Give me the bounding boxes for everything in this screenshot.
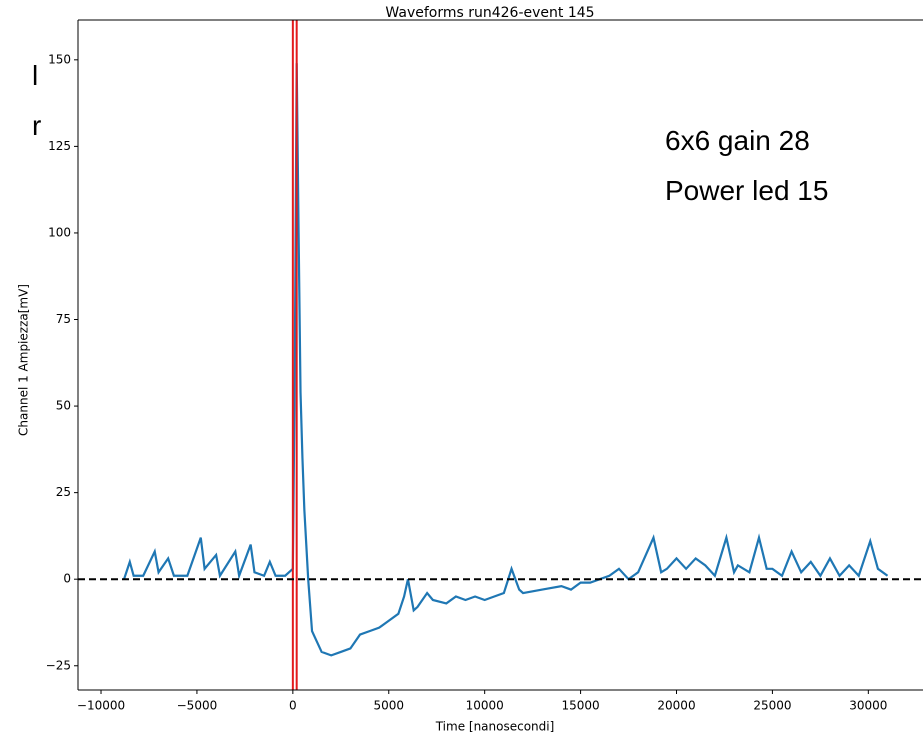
- side-text: r: [32, 110, 41, 141]
- y-tick-label: 150: [48, 52, 71, 66]
- plot-area: [78, 20, 923, 690]
- y-tick-label: 75: [56, 312, 71, 326]
- y-tick-label: 50: [56, 399, 71, 413]
- y-tick-label: 125: [48, 139, 71, 153]
- y-tick-label: 0: [63, 572, 71, 586]
- x-tick-label: −5000: [177, 699, 218, 713]
- side-text: l: [32, 60, 38, 91]
- x-tick-label: 15000: [561, 699, 599, 713]
- x-tick-label: 25000: [753, 699, 791, 713]
- y-tick-label: 100: [48, 225, 71, 239]
- chart-title: Waveforms run426-event 145: [385, 5, 594, 21]
- x-tick-label: 30000: [849, 699, 887, 713]
- x-tick-label: 20000: [657, 699, 695, 713]
- x-axis-label: Time [nanosecondi]: [435, 720, 555, 734]
- y-axis-label: Channel 1 Ampiezza[mV]: [17, 284, 31, 436]
- x-tick-label: 10000: [466, 699, 504, 713]
- annotation: 6x6 gain 28: [665, 125, 810, 156]
- y-tick-label: 25: [56, 485, 71, 499]
- annotation: Power led 15: [665, 175, 828, 206]
- line: [122, 63, 889, 657]
- x-tick-label: 5000: [373, 699, 404, 713]
- x-tick-label: 0: [289, 699, 297, 713]
- y-tick-label: −25: [46, 658, 71, 672]
- x-tick-label: −10000: [77, 699, 125, 713]
